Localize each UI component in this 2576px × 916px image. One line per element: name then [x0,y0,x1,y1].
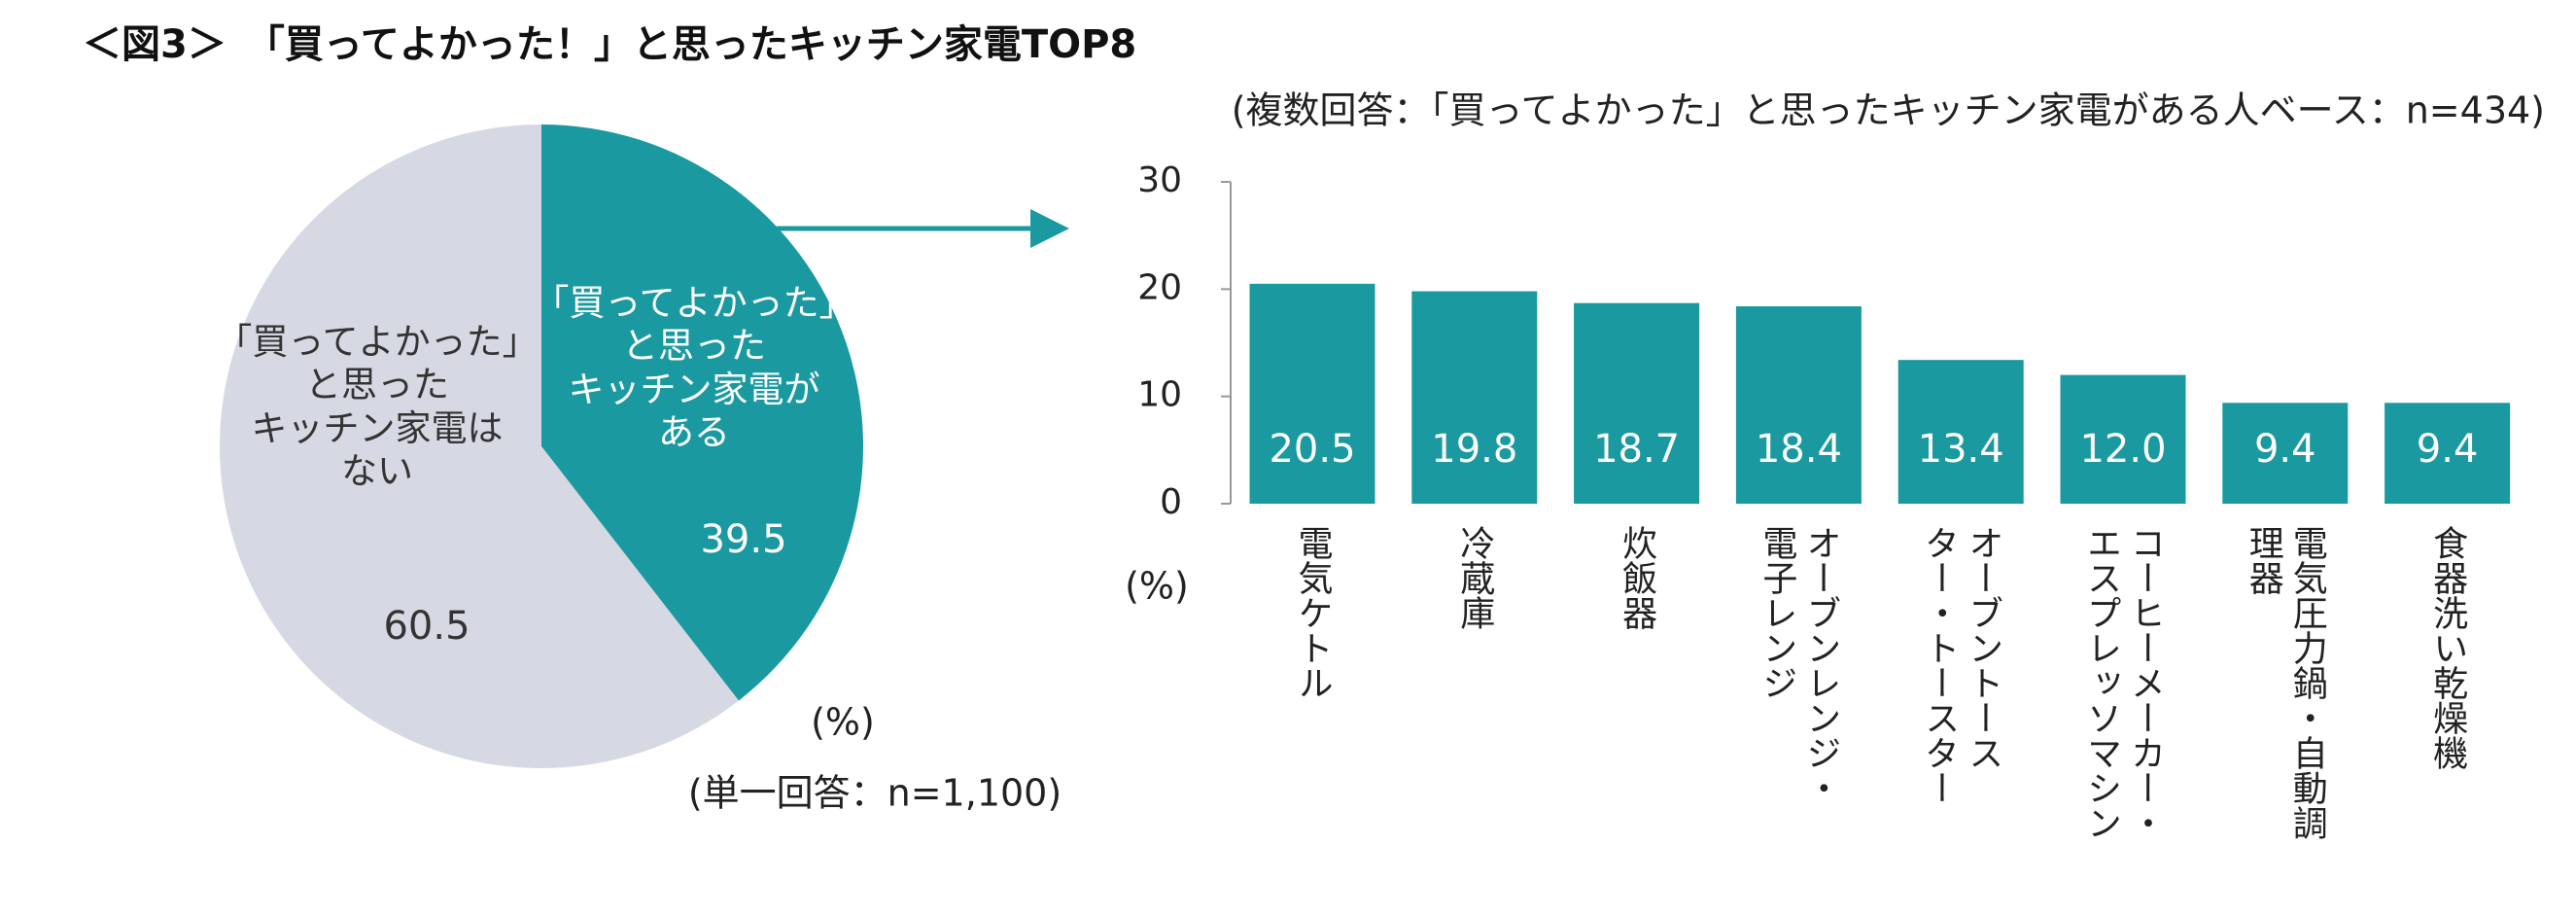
slice-label: 「買ってよかった」 と思った キッチン家電が ある [533,282,855,454]
y-tick-label: 30 [1137,160,1182,200]
x-tick-label: オーブントース ター・トースター [1919,525,2003,805]
value-label: 13.4 [1918,427,2004,472]
pie-slice [220,124,739,768]
value-label: 9.4 [2254,427,2316,472]
y-tick-label: 20 [1137,267,1182,307]
y-unit: (%) [1125,565,1189,608]
bar [1411,291,1538,504]
slice-value: 39.5 [700,517,786,562]
value-label: 20.5 [1269,427,1355,472]
x-tick-label: オーブンレンジ・ 電子レンジ [1757,525,1841,805]
slice-label: 「買ってよかった」 と思った キッチン家電は ない [216,321,539,493]
bar [1574,302,1700,504]
bar [1249,283,1375,504]
unit-label: (%) [811,701,875,744]
bar [2385,403,2511,504]
x-tick-label: 電気圧力鍋・自動調 理器 [2243,525,2327,840]
value-label: 18.4 [1756,427,1842,472]
title: ＜図3＞ 「買ってよかった！」と思ったキッチン家電TOP8 [83,22,1137,67]
bar [2060,374,2186,504]
bar [2222,403,2349,504]
value-label: 12.0 [2079,427,2166,472]
pie-slice [541,124,863,701]
value-label: 19.8 [1431,427,1517,472]
x-tick-label: 炊飯器 [1617,525,1657,630]
x-tick-label: 電気ケトル [1292,525,1333,700]
bar [1735,305,1862,504]
bar [1897,360,2024,504]
x-tick-label: 冷蔵庫 [1454,525,1495,630]
subtitle: (複数回答：「買ってよかった」と思ったキッチン家電がある人ベース：n=434) [1232,89,2545,132]
x-tick-label: コーヒーメーカー・ エスプレッソマシン [2081,525,2165,840]
note: (単一回答：n=1,100) [688,772,1062,815]
value-label: 9.4 [2417,427,2479,472]
x-tick-label: 食器洗い乾燥機 [2427,525,2468,770]
y-tick-label: 0 [1160,482,1182,522]
y-tick-label: 10 [1137,375,1182,415]
slice-value: 60.5 [383,604,470,649]
value-label: 18.7 [1593,427,1680,472]
